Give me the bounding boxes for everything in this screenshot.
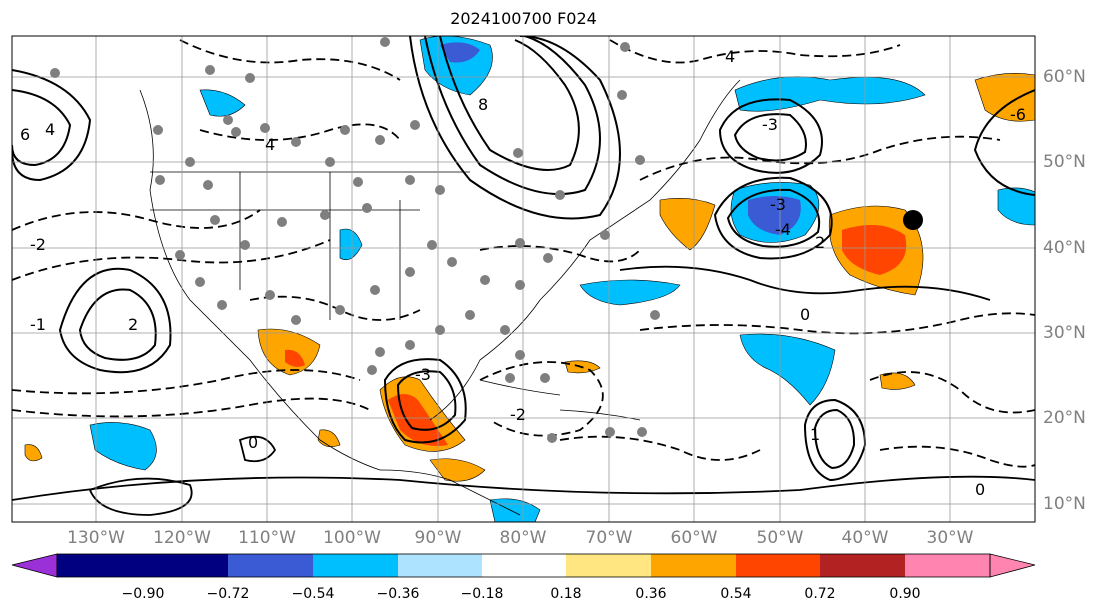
lat-label: 40°N xyxy=(1043,238,1086,258)
contour-lines xyxy=(12,36,1035,516)
lon-label: 120°W xyxy=(153,528,211,548)
map-panel: 8 4 -3 -3 -4 2 6 4 4 2 -1 -3 -2 1 0 0 0 … xyxy=(11,35,1036,523)
colorbar-segment xyxy=(482,554,566,577)
lon-label: 50°W xyxy=(756,528,804,548)
colorbar-tick: 0.18 xyxy=(550,586,582,602)
colorbar-tick: 0.36 xyxy=(635,586,667,602)
colorbar-segment xyxy=(57,554,143,577)
colorbar xyxy=(11,553,1036,578)
colorbar-tick: −0.36 xyxy=(376,586,420,602)
contour-label: -3 xyxy=(770,195,786,214)
lat-label: 50°N xyxy=(1043,152,1086,172)
colorbar-extend-low xyxy=(11,553,58,578)
colorbar-tick: 0.54 xyxy=(720,586,752,602)
contour-label: 1 xyxy=(810,425,820,444)
lon-label: 100°W xyxy=(323,528,381,548)
lon-label: 40°W xyxy=(841,528,889,548)
contour-label: 0 xyxy=(800,305,810,324)
lon-label: 130°W xyxy=(67,528,125,548)
contour-label: -2 xyxy=(30,235,46,254)
contour-label: 2 xyxy=(128,315,138,334)
lon-label: 70°W xyxy=(585,528,633,548)
colorbar-tick: −0.72 xyxy=(206,586,250,602)
lat-label: 10°N xyxy=(1043,494,1086,514)
contour-label: -2 xyxy=(510,405,526,424)
contour-label: -3 xyxy=(415,365,431,384)
map-title: 2024100700 F024 xyxy=(450,9,597,28)
contour-label: 0 xyxy=(975,480,985,499)
colorbar-tick: 0.90 xyxy=(889,586,921,602)
colorbar-tick: −0.18 xyxy=(460,586,504,602)
colorbar-segment xyxy=(398,554,482,577)
graticule xyxy=(12,36,1035,522)
colorbar-segment xyxy=(228,554,313,577)
contour-label-group: 8 4 -3 -3 -4 2 6 4 4 2 -1 -3 -2 1 0 0 0 … xyxy=(20,47,1026,499)
contour-label: -3 xyxy=(762,115,778,134)
colorbar-segment xyxy=(566,554,651,577)
colorbar-tick: −0.54 xyxy=(291,586,335,602)
contour-label: -6 xyxy=(1010,105,1026,124)
contour-label: -4 xyxy=(775,220,791,239)
lat-label: 30°N xyxy=(1043,323,1086,343)
lon-label: 80°W xyxy=(499,528,547,548)
contour-label: -1 xyxy=(30,315,46,334)
shading-layer xyxy=(24,36,1035,522)
colorbar-segment xyxy=(143,554,228,577)
contour-label: 4 xyxy=(265,135,275,154)
colorbar-tick: −0.90 xyxy=(121,586,165,602)
contour-label: 4 xyxy=(725,47,735,66)
contour-label: 4 xyxy=(45,120,55,139)
colorbar-segment xyxy=(736,554,820,577)
colorbar-segment xyxy=(313,554,398,577)
lon-label: 30°W xyxy=(926,528,974,548)
lon-label: 90°W xyxy=(414,528,462,548)
lon-label: 60°W xyxy=(670,528,718,548)
contour-label: 2 xyxy=(815,233,825,252)
colorbar-tick: 0.72 xyxy=(804,586,836,602)
location-marker xyxy=(903,210,923,230)
lon-label: 110°W xyxy=(238,528,296,548)
contour-label: 0 xyxy=(248,433,258,452)
colorbar-segment xyxy=(651,554,736,577)
colorbar-extend-high xyxy=(989,553,1036,578)
colorbar-segment xyxy=(905,554,990,577)
contour-label: 6 xyxy=(20,125,30,144)
lat-label: 60°N xyxy=(1043,67,1086,87)
lat-label: 20°N xyxy=(1043,408,1086,428)
contour-label: 8 xyxy=(478,95,488,114)
station-dots xyxy=(50,37,660,443)
colorbar-segment xyxy=(820,554,905,577)
